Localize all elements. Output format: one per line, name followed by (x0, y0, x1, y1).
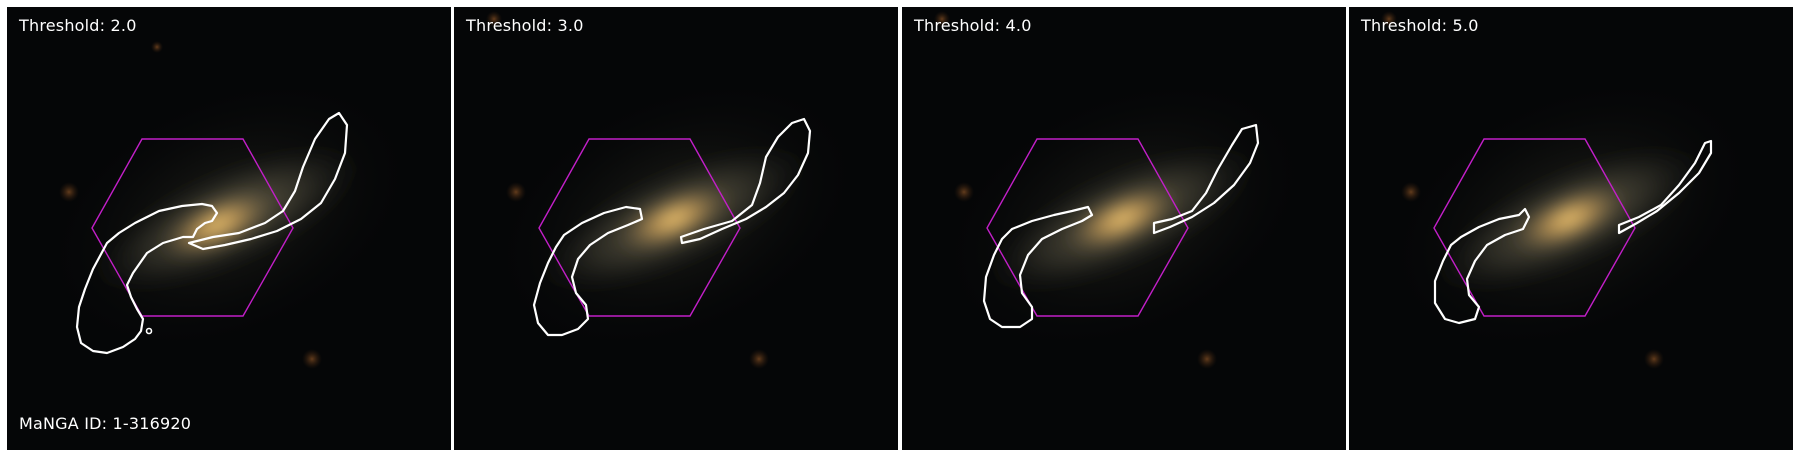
threshold-label: Threshold: 3.0 (466, 16, 584, 35)
panel-threshold-5: Threshold: 5.0 (1349, 7, 1793, 450)
threshold-label: Threshold: 2.0 (19, 16, 137, 35)
threshold-label: Threshold: 4.0 (914, 16, 1032, 35)
ifu-hexagon (986, 138, 1189, 317)
galaxy-id-label: MaNGA ID: 1-316920 (19, 414, 192, 433)
contour-line (532, 205, 644, 337)
ifu-hexagon (538, 138, 741, 317)
contour-line (75, 202, 219, 355)
galaxy-image (1349, 7, 1793, 450)
contour-line (187, 111, 349, 251)
contour-line (679, 117, 812, 245)
galaxy-image (902, 7, 1346, 450)
contour-line (982, 205, 1094, 329)
panel-threshold-4: Threshold: 4.0 (902, 7, 1346, 450)
panel-threshold-2: Threshold: 2.0 MaNGA ID: 1-316920 (7, 7, 451, 450)
galaxy-image (7, 7, 451, 450)
contour-line (1152, 123, 1260, 235)
contour-line (1617, 139, 1713, 235)
contour-line (1433, 207, 1531, 325)
ifu-hexagon (1433, 138, 1636, 317)
galaxy-image (454, 7, 898, 450)
ifu-hexagon (91, 138, 294, 317)
panel-threshold-3: Threshold: 3.0 (454, 7, 898, 450)
threshold-label: Threshold: 5.0 (1361, 16, 1479, 35)
